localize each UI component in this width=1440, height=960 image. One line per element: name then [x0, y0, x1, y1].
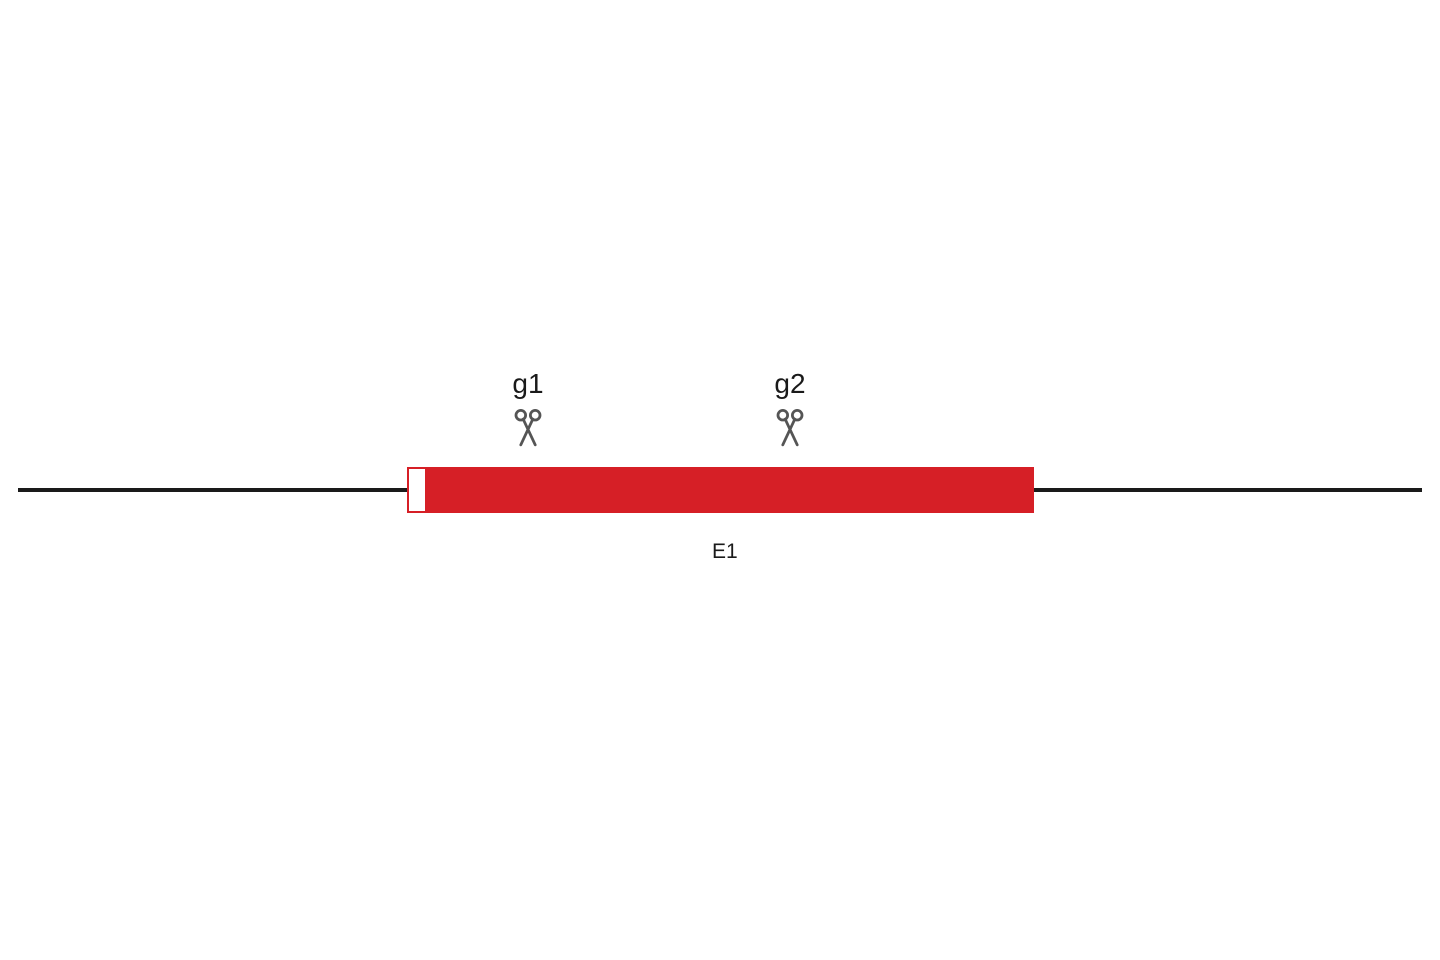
scissors-icon — [508, 408, 548, 453]
exon-utr-segment — [407, 467, 427, 513]
gene-diagram: E1 g1 g2 — [0, 0, 1440, 960]
exon-label: E1 — [712, 540, 738, 564]
axis-line-right — [1034, 488, 1422, 492]
exon-coding-segment — [427, 467, 1034, 513]
guide-label-g2: g2 — [774, 368, 805, 400]
guide-label-g1: g1 — [512, 368, 543, 400]
axis-line-left — [18, 488, 407, 492]
scissors-icon — [770, 408, 810, 453]
